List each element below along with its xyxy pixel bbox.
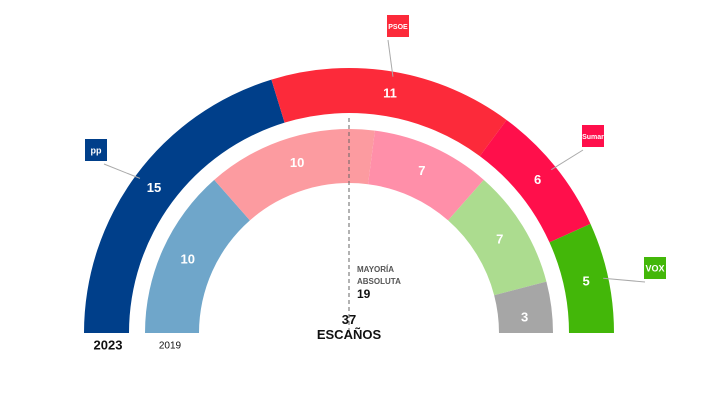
seat-segment-2023-2	[479, 119, 591, 243]
seat-segment-2023-3	[549, 223, 614, 333]
seat-segment-2019-4	[494, 281, 553, 333]
leader-line	[103, 163, 141, 179]
party-logo-psoe	[387, 15, 409, 37]
year-label-2019: 2019	[159, 341, 182, 352]
party-logo-text: Sumar	[582, 134, 604, 141]
seat-segment-2019-0	[145, 179, 250, 333]
year-label-2023: 2023	[94, 337, 123, 352]
seat-value-label: 3	[521, 309, 528, 324]
seat-segment-2019-1	[214, 129, 375, 221]
majority-label: MAYORÍA	[357, 265, 394, 274]
seat-value-label: 11	[383, 85, 397, 100]
majority-label: ABSOLUTA	[357, 277, 401, 286]
total-caption: ESCAÑOS	[317, 327, 382, 342]
seat-value-label: 6	[534, 172, 541, 187]
leader-line	[387, 39, 394, 77]
party-logo-text: pp	[91, 145, 102, 155]
seat-segment-2023-1	[271, 68, 507, 157]
seat-segment-2023-0	[84, 79, 285, 333]
seat-value-label: 10	[180, 252, 194, 267]
party-logo-vox	[644, 257, 666, 279]
party-logo-text: VOX	[645, 263, 664, 273]
seat-value-label: 7	[496, 232, 503, 247]
seat-value-label: 10	[290, 155, 304, 170]
seat-segment-2019-2	[368, 130, 484, 221]
party-logo-sumar	[582, 125, 604, 147]
total-seats: 37	[342, 312, 356, 327]
majority-value: 19	[357, 287, 371, 301]
party-logo-pp	[85, 139, 107, 161]
party-logo-text: PSOE	[388, 24, 408, 31]
seat-segment-2019-3	[448, 179, 547, 296]
leader-line	[551, 149, 584, 171]
leader-line	[603, 277, 646, 283]
seat-value-label: 5	[582, 273, 589, 288]
seat-value-label: 15	[147, 180, 161, 195]
seat-value-label: 7	[418, 163, 425, 178]
